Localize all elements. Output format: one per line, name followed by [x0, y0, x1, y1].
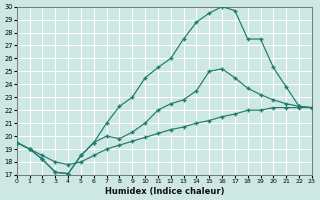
X-axis label: Humidex (Indice chaleur): Humidex (Indice chaleur) — [105, 187, 224, 196]
